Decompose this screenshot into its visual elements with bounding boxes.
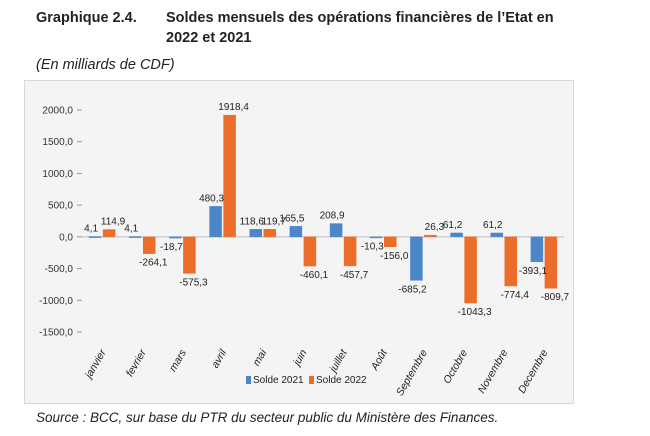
bar-solde-2021: [88, 236, 102, 238]
bar-solde-2021: [410, 236, 423, 281]
data-label-2022: -156,0: [380, 251, 409, 262]
bar-solde-2021: [289, 226, 303, 238]
y-tick-label: -1500,0: [39, 328, 73, 339]
y-tick-label: 500,0: [48, 201, 73, 212]
x-category-label: mai: [250, 347, 269, 368]
data-label-2022: -575,3: [179, 277, 208, 288]
data-label-2022: -460,1: [300, 270, 329, 281]
bar-solde-2021: [209, 206, 222, 238]
data-label-2022: 26,3: [425, 222, 445, 233]
x-category-label: Decembre: [516, 347, 551, 395]
x-category-label: Octobre: [441, 347, 470, 385]
bar-solde-2021: [450, 232, 463, 238]
chart-number: Graphique 2.4.: [36, 10, 137, 26]
bar-solde-2022: [303, 236, 317, 267]
chart-title-line1: Soldes mensuels des opérations financièr…: [166, 10, 554, 26]
legend-swatch-2021: [246, 376, 251, 384]
bar-solde-2021: [530, 236, 544, 263]
data-label-2021: 208,9: [320, 211, 345, 222]
y-tick-label: 0,0: [59, 232, 73, 243]
bar-solde-2021: [329, 223, 343, 238]
data-label-2022: -264,1: [139, 258, 168, 269]
data-label-2022: -1043,3: [458, 307, 492, 318]
bar-solde-2022: [263, 229, 276, 238]
y-tick-label: -1000,0: [39, 296, 73, 307]
x-category-label: fevrier: [124, 347, 149, 379]
bar-solde-2022: [223, 114, 236, 238]
chart-source: Source : BCC, sur base du PTR du secteur…: [36, 410, 499, 425]
chart-frame: [24, 80, 574, 404]
data-label-2021: 165,5: [279, 213, 304, 224]
bar-solde-2022: [384, 236, 397, 248]
y-tick-label: -500,0: [45, 264, 74, 275]
data-label-2021: 480,3: [199, 193, 224, 204]
x-category-label: juillet: [326, 347, 350, 376]
legend-label-2022: Solde 2022: [316, 375, 367, 386]
bar-solde-2022: [183, 236, 196, 274]
y-tick-label: 2000,0: [42, 106, 73, 117]
legend-swatch-2022: [309, 376, 314, 384]
x-category-label: avril: [209, 347, 229, 370]
bar-solde-2021: [129, 236, 142, 238]
legend-label-2021: Solde 2021: [253, 375, 304, 386]
data-label-2021: -10,3: [361, 242, 384, 253]
bar-solde-2022: [464, 236, 477, 304]
data-label-2021: -685,2: [398, 284, 427, 295]
x-category-label: mars: [167, 347, 189, 374]
bar-solde-2021: [169, 236, 182, 239]
bar-solde-2021: [249, 229, 262, 238]
bar-solde-2022: [143, 236, 156, 254]
data-label-2021: -18,7: [160, 242, 183, 253]
x-category-label: Septembre: [394, 347, 430, 398]
data-label-2022: 1918,4: [218, 102, 249, 113]
data-label-2021: 61,2: [443, 220, 463, 231]
bar-solde-2021: [490, 232, 503, 238]
x-category-label: Novembre: [476, 347, 511, 395]
data-label-2021: 4,1: [124, 224, 138, 235]
data-label-2021: 4,1: [84, 224, 98, 235]
bar-solde-2022: [504, 236, 517, 287]
bar-solde-2022: [424, 234, 437, 238]
bar-chart: 2000,0 1500,0 1000,0 500,0 0,0 -500,0 -1000,0 -…: [39, 102, 570, 398]
bar-solde-2021: [370, 236, 383, 239]
x-category-label: juin: [290, 347, 310, 369]
bar-solde-2022: [343, 236, 357, 267]
data-label-2022: -809,7: [541, 292, 570, 303]
bar-solde-2022: [102, 229, 116, 238]
data-label-2022: -774,4: [501, 290, 530, 301]
data-label-2022: 119,7: [262, 216, 287, 227]
y-tick-label: 1000,0: [42, 169, 73, 180]
chart-title-line2: 2022 et 2021: [166, 30, 252, 46]
data-label-2022: -457,7: [340, 270, 369, 281]
x-category-label: janvier: [82, 347, 109, 382]
y-tick-label: 1500,0: [42, 137, 73, 148]
x-category-label: Août: [368, 347, 390, 374]
chart-unit: (En milliards de CDF): [36, 57, 175, 73]
data-label-2022: 114,9: [101, 217, 126, 228]
data-label-2021: 61,2: [483, 220, 503, 231]
bar-solde-2022: [544, 236, 558, 289]
data-label-2021: -393,1: [519, 266, 548, 277]
data-label-2021: 118,6: [240, 216, 265, 227]
